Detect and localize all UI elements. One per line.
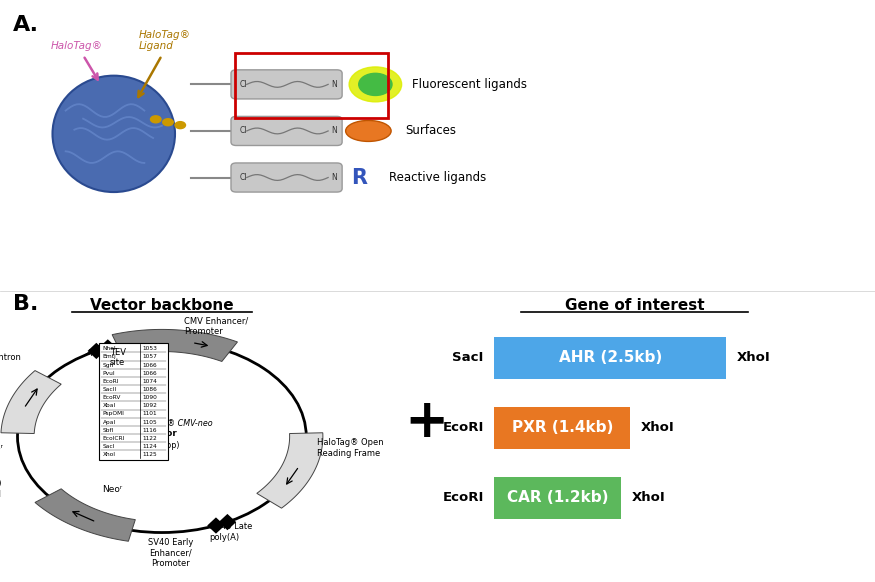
- Text: AHR (2.5kb): AHR (2.5kb): [559, 350, 662, 365]
- Text: T7: T7: [88, 349, 98, 357]
- FancyBboxPatch shape: [99, 343, 168, 460]
- Text: 1066: 1066: [143, 363, 158, 368]
- Polygon shape: [219, 514, 236, 530]
- Text: HaloTag®
Ligand: HaloTag® Ligand: [138, 30, 190, 51]
- Text: SacII: SacII: [102, 387, 116, 392]
- Text: intron: intron: [0, 353, 21, 361]
- FancyBboxPatch shape: [231, 70, 342, 99]
- Text: Cl: Cl: [240, 126, 248, 136]
- Text: Neoʳ: Neoʳ: [102, 485, 122, 494]
- Text: Vector backbone: Vector backbone: [90, 298, 234, 313]
- Polygon shape: [99, 339, 116, 356]
- Text: SacI: SacI: [452, 352, 484, 364]
- Circle shape: [359, 73, 392, 95]
- Text: EcoRI: EcoRI: [102, 379, 119, 384]
- Text: Gene of interest: Gene of interest: [564, 298, 704, 313]
- Text: 1057: 1057: [143, 354, 158, 360]
- Text: PvuI: PvuI: [102, 371, 116, 376]
- Text: SV40 Late
poly(A): SV40 Late poly(A): [210, 523, 252, 542]
- Text: 1074: 1074: [143, 379, 158, 384]
- Text: ori: ori: [0, 397, 2, 406]
- Text: Vector: Vector: [146, 429, 178, 438]
- Text: SacI: SacI: [102, 444, 115, 449]
- Text: SV40 Early
Enhancer/
Promoter: SV40 Early Enhancer/ Promoter: [148, 538, 193, 568]
- Text: CMV Enhancer/
Promoter: CMV Enhancer/ Promoter: [184, 316, 248, 336]
- Text: 1105: 1105: [143, 420, 158, 425]
- Text: XbaI: XbaI: [102, 403, 116, 409]
- Circle shape: [163, 119, 173, 126]
- Text: N: N: [332, 126, 338, 136]
- Circle shape: [150, 116, 161, 123]
- Text: ApaI: ApaI: [102, 420, 116, 425]
- Text: 1053: 1053: [143, 346, 158, 352]
- Polygon shape: [256, 433, 323, 508]
- Text: HaloTag® Open
Reading Frame: HaloTag® Open Reading Frame: [317, 438, 383, 458]
- Text: EcoICRI: EcoICRI: [102, 436, 125, 441]
- Circle shape: [349, 67, 402, 102]
- Text: XhoI: XhoI: [632, 491, 666, 504]
- FancyBboxPatch shape: [494, 407, 630, 449]
- Text: Reactive ligands: Reactive ligands: [389, 171, 487, 184]
- Text: 1086: 1086: [143, 387, 158, 392]
- Text: PXR (1.4kb): PXR (1.4kb): [512, 420, 612, 435]
- Text: Synthetic poly(A)
signal: Synthetic poly(A) signal: [0, 479, 2, 499]
- Text: 1116: 1116: [143, 428, 158, 433]
- Text: EcoRI: EcoRI: [443, 421, 484, 434]
- FancyBboxPatch shape: [231, 116, 342, 146]
- Text: B.: B.: [13, 294, 38, 314]
- Text: 1124: 1124: [143, 444, 158, 449]
- Text: HaloTag®: HaloTag®: [51, 41, 102, 51]
- Text: PspOMI: PspOMI: [102, 411, 124, 417]
- Text: SbfI: SbfI: [102, 428, 114, 433]
- Text: NheI: NheI: [102, 346, 116, 352]
- Text: +: +: [405, 396, 449, 448]
- FancyBboxPatch shape: [231, 163, 342, 192]
- Text: 1066: 1066: [143, 371, 158, 376]
- Text: N: N: [332, 173, 338, 182]
- FancyBboxPatch shape: [494, 337, 726, 379]
- Text: TEV
site: TEV site: [110, 348, 126, 367]
- Text: (6185bp): (6185bp): [144, 441, 180, 450]
- Text: Fluorescent ligands: Fluorescent ligands: [412, 78, 527, 91]
- Text: CAR (1.2kb): CAR (1.2kb): [507, 490, 609, 505]
- Text: N: N: [332, 80, 338, 89]
- Text: XhoI: XhoI: [102, 452, 116, 457]
- Text: 1122: 1122: [143, 436, 158, 441]
- Text: XhoI: XhoI: [640, 421, 675, 434]
- Polygon shape: [35, 489, 136, 541]
- Text: 1090: 1090: [143, 395, 158, 400]
- Text: 1092: 1092: [143, 403, 158, 409]
- Text: Cl: Cl: [240, 173, 248, 182]
- Text: A.: A.: [13, 15, 39, 34]
- Ellipse shape: [346, 120, 391, 141]
- Polygon shape: [112, 329, 237, 361]
- Text: EcoRI: EcoRI: [443, 491, 484, 504]
- Text: XhoI: XhoI: [737, 352, 771, 364]
- Text: EcoRV: EcoRV: [102, 395, 121, 400]
- Text: 1101: 1101: [143, 411, 158, 417]
- Polygon shape: [1, 371, 61, 434]
- Text: Cl: Cl: [240, 80, 248, 89]
- Text: SgfI: SgfI: [102, 363, 114, 368]
- Text: R: R: [351, 168, 367, 187]
- Text: BmtI: BmtI: [102, 354, 116, 360]
- Ellipse shape: [52, 76, 175, 192]
- FancyBboxPatch shape: [494, 477, 621, 519]
- Circle shape: [175, 122, 186, 129]
- Text: 1125: 1125: [143, 452, 158, 457]
- Polygon shape: [88, 343, 105, 359]
- Polygon shape: [207, 517, 225, 534]
- Text: pHTC HaloTag® CMV-neo: pHTC HaloTag® CMV-neo: [111, 419, 213, 428]
- Text: Surfaces: Surfaces: [405, 125, 456, 137]
- Text: Ampʳ: Ampʳ: [0, 443, 4, 453]
